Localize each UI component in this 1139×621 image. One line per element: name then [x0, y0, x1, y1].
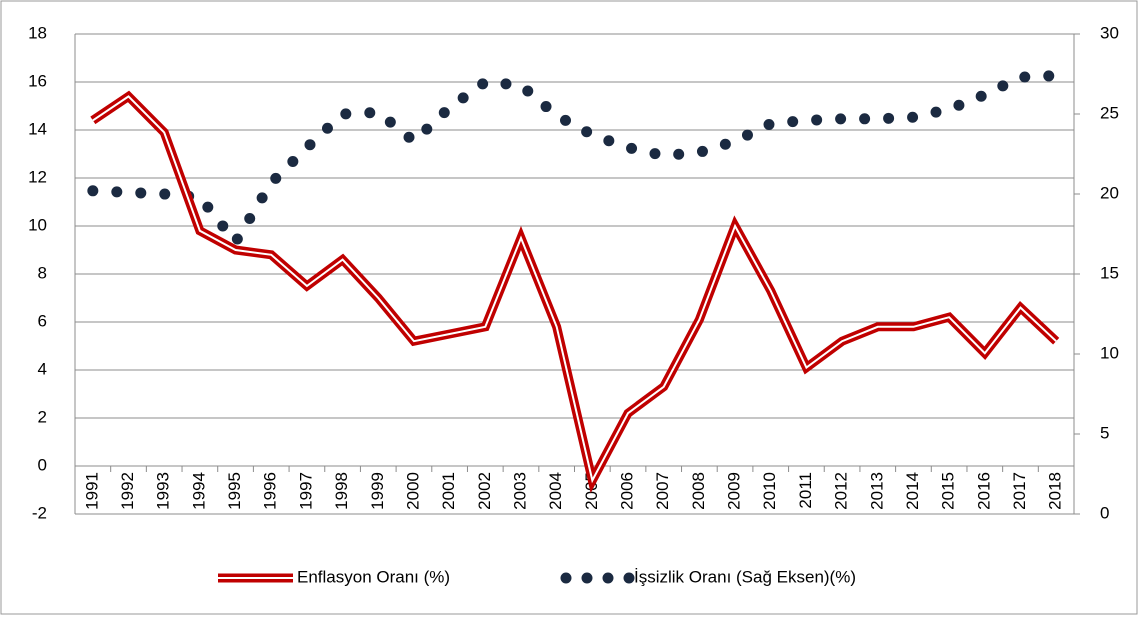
y-tick-label: -2 [32, 503, 47, 522]
y2-tick-label: 20 [1100, 183, 1119, 202]
x-tick-label: 2007 [653, 472, 672, 510]
x-tick-label: 2013 [867, 472, 886, 510]
x-tick-label: 2004 [546, 472, 565, 510]
y2-tick-label: 25 [1100, 103, 1119, 122]
x-tick-label: 1997 [296, 472, 315, 510]
x-tick-label: 2006 [618, 472, 637, 510]
x-tick-label: 2000 [403, 472, 422, 510]
y-tick-label: 8 [38, 263, 47, 282]
x-tick-label: 2001 [439, 472, 458, 510]
y-tick-label: 6 [38, 311, 47, 330]
y-tick-label: 16 [28, 71, 47, 90]
x-tick-label: 2011 [796, 472, 815, 509]
x-tick-label: 1992 [118, 472, 137, 510]
y-tick-label: 4 [38, 359, 47, 378]
x-tick-label: 2018 [1046, 472, 1065, 510]
y-tick-label: 14 [28, 119, 47, 138]
x-tick-label: 2016 [974, 472, 993, 510]
y-tick-label: 12 [28, 167, 47, 186]
x-tick-label: 2002 [475, 472, 494, 510]
x-tick-label: 2008 [689, 472, 708, 510]
y-tick-label: 10 [28, 215, 47, 234]
x-tick-label: 2012 [832, 472, 851, 510]
x-tick-label: 1996 [261, 472, 280, 510]
legend-label: İşsizlik Oranı (Sağ Eksen)(%) [634, 567, 856, 586]
x-tick-label: 1995 [225, 472, 244, 510]
y2-tick-label: 15 [1100, 263, 1119, 282]
x-tick-label: 1998 [332, 472, 351, 510]
x-tick-label: 2017 [1010, 472, 1029, 510]
x-tick-label: 1991 [82, 472, 101, 510]
y2-tick-label: 5 [1100, 423, 1109, 442]
y2-tick-label: 0 [1100, 503, 1109, 522]
x-tick-label: 2014 [903, 472, 922, 510]
y-tick-label: 2 [38, 407, 47, 426]
y-tick-label: 18 [28, 23, 47, 42]
x-tick-label: 2010 [760, 472, 779, 510]
y2-tick-label: 30 [1100, 23, 1119, 42]
x-tick-label: 1993 [154, 472, 173, 510]
series-line-inner [92, 95, 1057, 484]
x-tick-label: 1999 [368, 472, 387, 510]
y-tick-label: 0 [38, 455, 47, 474]
legend-label: Enflasyon Oranı (%) [297, 567, 450, 586]
x-tick-label: 1994 [189, 472, 208, 510]
x-tick-label: 2015 [939, 472, 958, 510]
x-tick-label: 2003 [510, 472, 529, 510]
x-tick-label: 2009 [725, 472, 744, 510]
y2-tick-label: 10 [1100, 343, 1119, 362]
